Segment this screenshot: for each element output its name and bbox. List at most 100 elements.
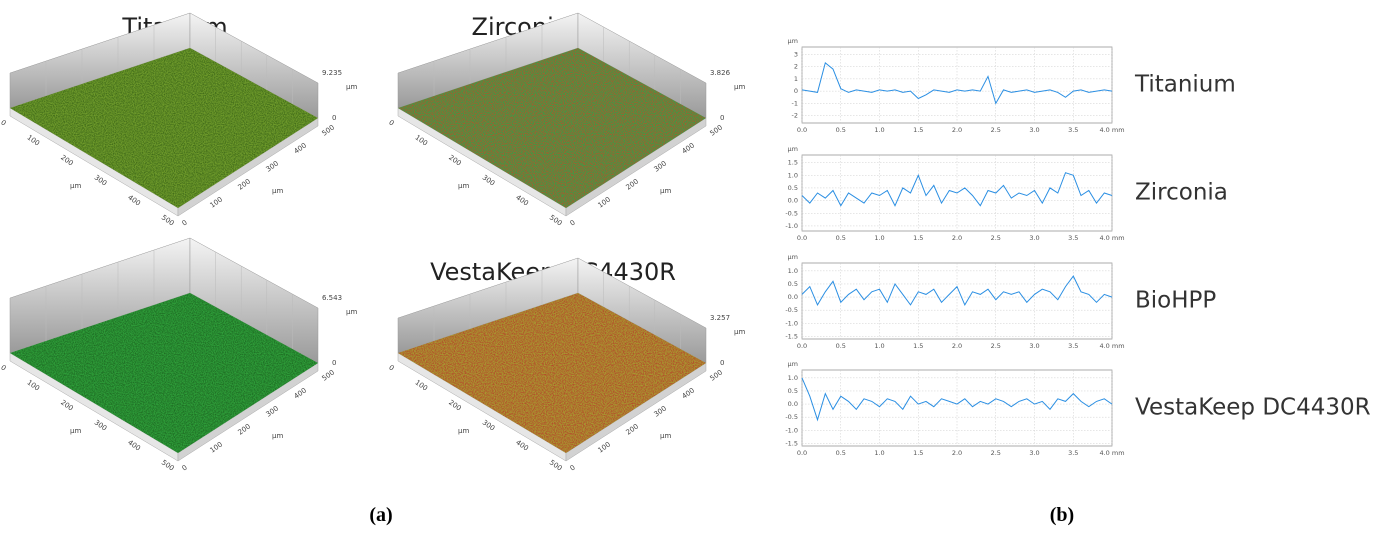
edge-tick-label: 0 [387,119,395,128]
y-tick-label: 0.0 [788,197,798,205]
z-min-label: 0 [332,359,336,367]
edge-tick-label: 200 [237,177,253,191]
edge-tick-label: 300 [653,404,669,418]
x-tick-label: 4.0 mm [1099,449,1124,457]
edge-tick-label: 0 [569,464,577,473]
y-tick-label: 0.5 [788,280,798,288]
x-tick-label: 1.5 [913,342,923,350]
edge-tick-label: 300 [481,173,497,187]
x-tick-label: 2.0 [952,449,962,457]
edge-tick-label: 500 [548,458,564,472]
edge-tick-label: 500 [160,213,176,227]
y-tick-label: 2 [794,63,798,71]
y-axis-unit: µm [788,360,798,368]
y-tick-label: -1.0 [785,319,798,327]
y-tick-label: 0 [794,87,798,95]
x-tick-label: 0.5 [836,342,846,350]
edge-tick-label: 0 [181,219,189,228]
y-tick-label: -0.5 [785,209,798,217]
x-tick-label: 4.0 mm [1099,342,1124,350]
edge-tick-label: 500 [321,123,337,137]
z-max-label: 3.257 [710,314,730,322]
edge-tick-label: 0 [387,364,395,373]
x-tick-label: 0.5 [836,234,846,242]
x-tick-label: 3.0 [1029,449,1039,457]
z-min-label: 0 [720,359,724,367]
x-tick-label: 4.0 mm [1099,234,1124,242]
edge-tick-label: 200 [625,177,641,191]
x-tick-label: 2.5 [991,126,1001,134]
x-tick-label: 0.0 [797,234,807,242]
figure: (a) (b) Titanium001001002002003003004004… [0,0,1379,538]
edge-tick-label: 400 [293,141,309,155]
x-tick-label: 3.5 [1068,234,1078,242]
edge-tick-label: 500 [548,213,564,227]
x-tick-label: 3.5 [1068,342,1078,350]
y-tick-label: -1.5 [785,332,798,340]
y-tick-label: 1.0 [788,267,798,275]
x-tick-label: 3.0 [1029,234,1039,242]
y-tick-label: -2 [792,112,798,120]
y-tick-label: -1.0 [785,426,798,434]
y-tick-label: -1.5 [785,439,798,447]
y-tick-label: 0.0 [788,400,798,408]
y-tick-label: 1 [794,75,798,83]
y-tick-label: -1 [792,99,798,107]
x-tick-label: 1.5 [913,126,923,134]
z-max-label: 3.826 [710,69,731,77]
axis-unit: µm [734,328,745,336]
y-tick-label: -1.0 [785,222,798,230]
edge-tick-label: 400 [126,438,142,452]
x-tick-label: 3.0 [1029,342,1039,350]
edge-tick-label: 0 [569,219,577,228]
x-tick-label: 2.5 [991,342,1001,350]
x-tick-label: 3.5 [1068,449,1078,457]
edge-tick-label: 400 [514,193,530,207]
x-tick-label: 1.5 [913,234,923,242]
edge-tick-label: 500 [321,368,337,382]
z-min-label: 0 [720,114,724,122]
y-tick-label: 3 [794,50,798,58]
x-tick-label: 0.0 [797,126,807,134]
edge-tick-label: 200 [59,153,75,167]
profile-title: Zirconia [1135,180,1228,206]
edge-tick-label: 100 [597,440,613,454]
panel-label: (b) [1050,504,1074,526]
edge-tick-label: 0 [0,119,7,128]
edge-tick-label: 300 [265,404,281,418]
edge-tick-label: 100 [413,133,429,147]
edge-tick-label: 0 [0,364,7,373]
x-tick-label: 0.5 [836,449,846,457]
axis-unit: µm [734,83,745,91]
axis-unit: µm [458,182,469,190]
edge-tick-label: 300 [653,159,669,173]
edge-tick-label: 200 [447,398,463,412]
axis-unit: µm [660,432,671,440]
x-tick-label: 1.0 [874,449,884,457]
edge-tick-label: 100 [209,440,225,454]
z-max-label: 9.235 [322,69,342,77]
x-tick-label: 2.0 [952,342,962,350]
edge-tick-label: 400 [126,193,142,207]
y-tick-label: -0.5 [785,413,798,421]
y-tick-label: 1.0 [788,374,798,382]
edge-tick-label: 100 [25,378,41,392]
x-tick-label: 0.0 [797,342,807,350]
edge-tick-label: 200 [237,422,253,436]
profile-title: BioHPP [1135,288,1216,314]
x-tick-label: 4.0 mm [1099,126,1124,134]
edge-tick-label: 200 [625,422,641,436]
plot-frame [802,263,1112,339]
edge-tick-label: 100 [25,133,41,147]
edge-tick-label: 500 [709,368,725,382]
axis-unit: µm [70,427,81,435]
axis-unit: µm [70,182,81,190]
x-tick-label: 2.5 [991,449,1001,457]
edge-tick-label: 300 [93,418,109,432]
edge-tick-label: 300 [265,159,281,173]
edge-tick-label: 200 [447,153,463,167]
edge-tick-label: 300 [481,418,497,432]
axis-unit: µm [272,187,283,195]
x-tick-label: 1.5 [913,449,923,457]
x-tick-label: 2.0 [952,234,962,242]
